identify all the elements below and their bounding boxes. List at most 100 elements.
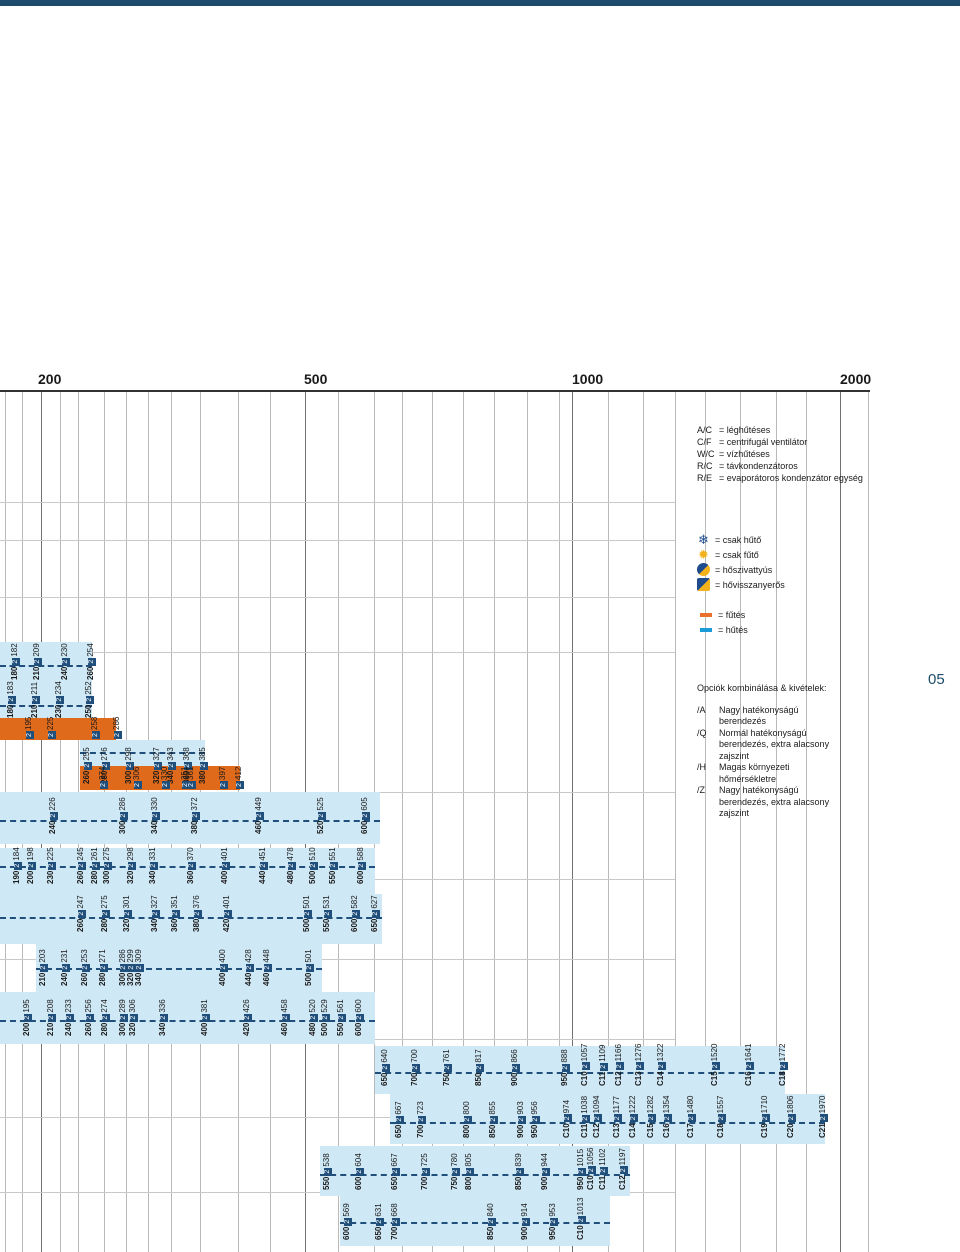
grid-line: [643, 392, 644, 1252]
model-capacity: 1520: [710, 1043, 719, 1062]
unit-type-code: W/C: [697, 449, 715, 459]
model-label: C1321276: [634, 1044, 644, 1086]
model-label: 6002605: [360, 797, 370, 834]
circuit-marker: 2: [48, 861, 56, 870]
model-size: 440: [258, 870, 267, 884]
model-label: 1902184: [12, 847, 22, 884]
scale-tick: 200: [38, 371, 62, 387]
model-capacity: 370: [186, 847, 195, 861]
grid-row-line: [0, 502, 675, 503]
model-capacity: 233: [64, 999, 73, 1013]
model-capacity: 400: [218, 949, 227, 963]
model-size: 900: [510, 1072, 519, 1086]
circuit-marker: 2: [246, 963, 254, 972]
model-capacity: 258: [90, 716, 99, 730]
model-label: 8002800: [462, 1101, 472, 1138]
model-label: 3402330: [150, 797, 160, 834]
model-capacity: 255: [82, 747, 91, 761]
model-label: 7002700: [410, 1049, 420, 1086]
model-size: C16: [662, 1123, 671, 1138]
model-size: 550: [336, 1022, 345, 1036]
model-label: C102974: [562, 1100, 572, 1138]
model-size: 320: [126, 870, 135, 884]
model-size: 300: [102, 870, 111, 884]
model-spine: [0, 1020, 375, 1022]
heat-pump-icon: [697, 563, 710, 576]
model-label: C1821772: [778, 1044, 788, 1086]
circuit-marker: 2: [352, 909, 360, 918]
model-capacity: 640: [380, 1049, 389, 1063]
model-capacity: 271: [98, 949, 107, 963]
model-size: 600: [360, 820, 369, 834]
model-size: 950: [560, 1072, 569, 1086]
circuit-marker: 2: [84, 761, 92, 770]
mode-color-legend: = fűtés = hűtés: [700, 607, 748, 637]
model-size: C21: [818, 1123, 827, 1138]
model-size: 550: [328, 870, 337, 884]
model-label: 2397: [218, 767, 228, 790]
selection-grid: 1802182 2102209 2402230 2602254 1802183 21022…: [0, 392, 870, 1252]
model-label: 6002600: [354, 999, 364, 1036]
model-capacity: 914: [520, 1203, 529, 1217]
circuit-marker: 2: [220, 781, 228, 789]
model-capacity: 261: [90, 847, 99, 861]
circuit-marker: 2: [124, 909, 132, 918]
circuit-marker: 2: [188, 861, 196, 870]
model-size: 600: [342, 1226, 351, 1240]
function-icon-row: = hőszivattyús: [697, 562, 785, 577]
model-capacity: 253: [80, 949, 89, 963]
options-legend: Opciók kombinálása & kivételek: /A Nagy h…: [697, 683, 847, 820]
grid-line: [776, 392, 777, 1252]
circuit-marker: 2: [260, 861, 268, 870]
circuit-marker: 2: [172, 909, 180, 918]
model-size: 260: [76, 870, 85, 884]
model-capacity: 449: [254, 797, 263, 811]
circuit-marker: 2: [562, 1063, 570, 1072]
model-size: 750: [450, 1176, 459, 1190]
model-spine: [375, 1072, 785, 1074]
circuit-marker: 2: [338, 1013, 346, 1022]
model-label: 2802271: [98, 949, 108, 986]
model-label: 4602458: [280, 999, 290, 1036]
model-size: 460: [254, 820, 263, 834]
model-capacity: 301: [122, 895, 131, 909]
model-capacity: 298: [124, 747, 133, 761]
circuit-marker: 2: [88, 657, 96, 666]
model-label: 6502667: [390, 1153, 400, 1190]
model-size: 240: [48, 820, 57, 834]
model-label: 4002381: [200, 999, 210, 1036]
model-capacity: 351: [170, 895, 179, 909]
model-label: 5502538: [322, 1153, 332, 1190]
option-code: /Q: [697, 727, 707, 738]
model-size: 180: [10, 666, 19, 680]
model-capacity: 1557: [716, 1095, 725, 1114]
circuit-marker: 2: [24, 1013, 32, 1022]
model-label: 9002944: [540, 1153, 550, 1190]
model-size: 230: [46, 870, 55, 884]
model-capacity: 372: [190, 797, 199, 811]
model-size: C12: [618, 1175, 627, 1190]
model-size: C11: [598, 1175, 607, 1190]
model-size: 380: [198, 770, 207, 784]
model-capacity: 327: [150, 895, 159, 909]
sun-icon: ✹: [698, 547, 709, 562]
model-capacity: 1354: [662, 1095, 671, 1114]
model-capacity: 1197: [618, 1148, 627, 1166]
circuit-marker: 2: [362, 811, 370, 820]
model-size: 340: [158, 1022, 167, 1036]
function-icon-desc: = hővisszanyerős: [715, 579, 785, 590]
model-label: 3402327: [150, 895, 160, 932]
cooling-band: [0, 848, 375, 894]
model-capacity: 451: [258, 847, 267, 861]
option-desc: Nagy hatékonyságú berendezés, extra alac…: [719, 785, 830, 818]
model-capacity: 327: [152, 747, 161, 761]
circuit-marker: 2: [718, 1114, 726, 1123]
unit-type-code: R/C: [697, 461, 713, 471]
model-capacity: 780: [450, 1153, 459, 1167]
model-label: C1421222: [628, 1096, 638, 1138]
circuit-marker: 2: [412, 1063, 420, 1072]
model-capacity: 195: [22, 999, 31, 1013]
model-label: 2402231: [60, 949, 70, 986]
circuit-marker: 2: [396, 1115, 404, 1124]
model-capacity: 306: [128, 999, 137, 1013]
